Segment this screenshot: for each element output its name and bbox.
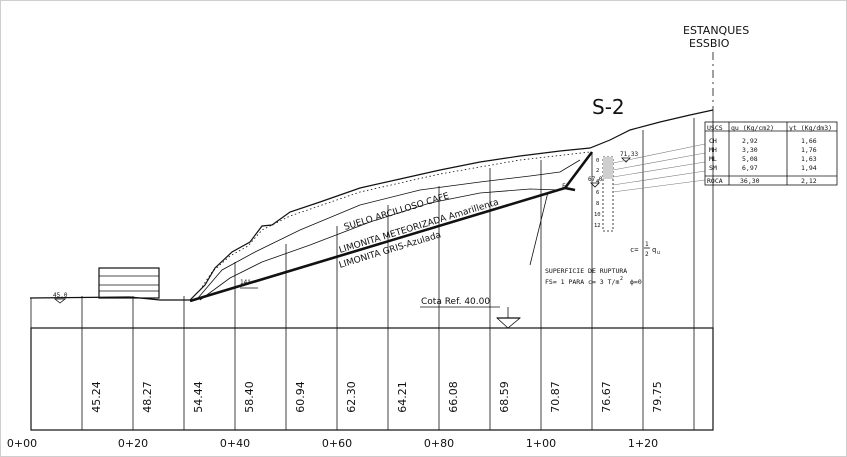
- station-labels: 0+00 0+20 0+40 0+60 0+80 1+00 1+20: [7, 437, 658, 450]
- ground-profile: [29, 109, 714, 301]
- station-label: 0+00: [7, 437, 37, 450]
- station-label: 0+80: [424, 437, 454, 450]
- stratum-boundary-lower: [199, 188, 561, 301]
- svg-text:FS= 1 PARA c= 3 T/m: FS= 1 PARA c= 3 T/m: [545, 278, 619, 286]
- table-cell-qu: 6,97: [742, 164, 758, 172]
- elevation-value: 70.87: [549, 381, 562, 413]
- svg-text:c=: c=: [630, 246, 638, 254]
- failure-surface: [189, 151, 594, 303]
- svg-text:6: 6: [596, 190, 599, 196]
- table-cell-qu: 2,92: [742, 137, 758, 145]
- tank-label-line1: ESTANQUES: [683, 24, 749, 37]
- borehole-log: 0 2 4 6 8 10 12: [594, 156, 614, 232]
- station-label: 0+20: [118, 437, 148, 450]
- station-label: 0+60: [322, 437, 352, 450]
- cohesion-formula: c= 1 2 q u: [630, 241, 660, 258]
- elevation-value: 79.75: [651, 381, 664, 413]
- reference-datum: Cota Ref. 40.00: [420, 297, 522, 329]
- failure-note: SUPERFICIE DE RUPTURA FS= 1 PARA c= 3 T/…: [545, 267, 642, 286]
- table-cell-uscs: SM: [709, 164, 717, 172]
- marker-label: F: [562, 183, 566, 190]
- elevation-value: 60.94: [294, 381, 307, 413]
- station-label: 1+00: [526, 437, 556, 450]
- soil-properties-table: USCS qu (Kg/cm2) γt (Kg/dm3) CH 2,92 1,6…: [704, 121, 838, 186]
- table-header-qu: qu (Kg/cm2): [731, 124, 774, 132]
- svg-text:u: u: [657, 250, 660, 256]
- svg-text:67,0: 67,0: [588, 176, 603, 183]
- water-level-3: 71,33: [620, 151, 638, 163]
- table-cell-qu: 5,08: [742, 155, 758, 163]
- elevation-values: 45.24 48.27 54.44 58.40 60.94 62.30 64.21 66.08…: [90, 381, 664, 413]
- station-label: 1+20: [628, 437, 658, 450]
- elevation-value: 68.59: [498, 381, 511, 413]
- table-header-uscs: USCS: [707, 124, 723, 132]
- svg-text:2: 2: [645, 251, 649, 258]
- elevation-value: 76.67: [600, 381, 613, 413]
- station-label: 0+40: [220, 437, 250, 450]
- elevation-value: 58.40: [243, 381, 256, 413]
- failure-note-leader: [529, 191, 549, 266]
- water-level-1: 45,0: [53, 292, 68, 304]
- svg-text:0: 0: [596, 158, 599, 164]
- table-leaders: [612, 143, 706, 193]
- embankment: [98, 267, 160, 299]
- ground-hatch: [199, 151, 591, 291]
- elevation-value: 45.24: [90, 381, 103, 413]
- table-cell-gt: 2,12: [801, 177, 817, 185]
- elevation-value: 64.21: [396, 381, 409, 413]
- elevation-value: 62.30: [345, 381, 358, 413]
- table-cell-gt: 1,63: [801, 155, 817, 163]
- svg-text:8: 8: [596, 201, 599, 207]
- stratum-boundary-upper: [197, 159, 581, 299]
- svg-text:Cota Ref. 40.00: Cota Ref. 40.00: [421, 297, 490, 307]
- table-cell-qu: 3,30: [742, 146, 758, 154]
- svg-text:71,33: 71,33: [620, 151, 638, 158]
- elevation-value: 48.27: [141, 381, 154, 413]
- table-header-gt: γt (Kg/dm3): [789, 124, 832, 132]
- svg-text:4: 4: [596, 179, 600, 185]
- elevation-value: 66.08: [447, 381, 460, 413]
- table-cell-uscs: ML: [709, 155, 717, 163]
- table-cell-uscs: MH: [709, 146, 717, 154]
- svg-text:ϕ=0: ϕ=0: [630, 278, 642, 286]
- angle-label: 14°: [240, 279, 251, 286]
- section-title: S-2: [592, 95, 625, 119]
- svg-text:12: 12: [594, 223, 601, 229]
- svg-text:1: 1: [645, 241, 649, 248]
- elevation-value: 54.44: [192, 381, 205, 413]
- tank-label-line2: ESSBIO: [689, 37, 730, 50]
- table-cell-gt: 1,66: [801, 137, 817, 145]
- table-cell-qu: 36,30: [740, 177, 760, 185]
- svg-text:SUPERFICIE DE RUPTURA: SUPERFICIE DE RUPTURA: [545, 267, 627, 275]
- table-cell-uscs: CH: [709, 137, 717, 145]
- water-level-2: 67,0: [588, 176, 603, 188]
- table-cell-gt: 1,94: [801, 164, 817, 172]
- table-cell-uscs: ROCA: [707, 177, 723, 185]
- table-cell-gt: 1,76: [801, 146, 817, 154]
- svg-text:2: 2: [596, 168, 599, 174]
- svg-text:45,0: 45,0: [53, 292, 68, 299]
- svg-text:q: q: [652, 246, 656, 254]
- svg-text:10: 10: [594, 212, 601, 218]
- svg-text:2: 2: [620, 276, 623, 282]
